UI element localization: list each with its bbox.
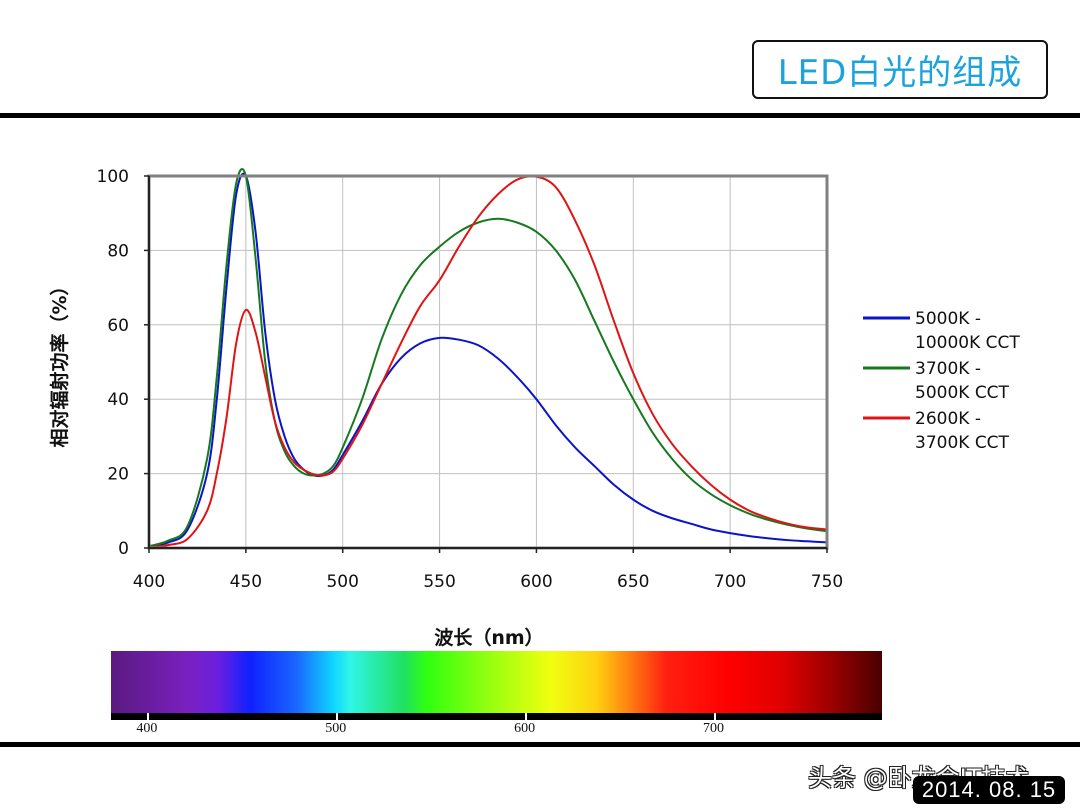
top-divider [0,113,1080,118]
spectrum-tick [335,713,338,720]
chart-series [148,167,828,549]
y-tick-label: 100 [97,167,129,187]
x-tick-label: 650 [617,572,649,592]
series-line-0 [148,172,828,548]
x-axis-title: 波长（nm） [434,626,543,649]
series-line-1 [148,167,828,548]
legend-label-2-line2: 3700K CCT [915,433,1010,453]
legend-label-2: 2600K - [915,409,981,429]
x-tick-label: 550 [423,572,455,592]
y-axis-title: 相对辐射功率（%） [48,276,71,447]
spectrum-tick-label: 600 [514,721,536,736]
legend-label-0: 5000K - [915,309,981,329]
legend-label-1-line2: 5000K CCT [915,383,1010,403]
chart-gridlines [148,175,828,549]
x-tick-label: 700 [714,572,746,592]
plot-frame [147,174,829,550]
x-tick-label: 600 [520,572,552,592]
spectrum-tick [713,713,716,720]
slide-title-box: LED白光的组成 [752,40,1048,99]
spectrum-tick-label: 500 [325,721,347,736]
spectrum-tick [524,713,527,720]
x-tick-label: 450 [230,572,262,592]
y-tick-label: 40 [107,390,129,410]
legend-label-1: 3700K - [915,359,981,379]
legend-label-0-line2: 10000K CCT [915,333,1020,353]
x-tick-label: 400 [133,572,165,592]
spectrum-tick [146,713,149,720]
date-badge: 2014. 08. 15 [913,776,1065,804]
spectral-power-chart: 0 20 40 60 80 100 400 450 500 550 600 650 700 750 相对… [48,167,1020,649]
x-tick-label: 750 [811,572,843,592]
y-tick-label: 0 [118,539,129,559]
spectrum-tick-label: 400 [136,721,158,736]
series-line-2 [148,175,828,549]
chart-axes [144,175,828,553]
x-tick-labels: 400 450 500 550 600 650 700 750 [133,572,843,592]
spectrum-tick-label: 700 [703,721,725,736]
y-tick-label: 20 [107,465,129,485]
spectrum-scale [111,713,882,720]
visible-spectrum-bar [111,651,882,713]
bottom-divider [0,742,1080,747]
slide-title: LED白光的组成 [777,53,1023,93]
y-tick-label: 60 [107,316,129,336]
chart-legend: 5000K - 10000K CCT 3700K - 5000K CCT 2600K -… [863,309,1020,453]
x-tick-label: 500 [326,572,358,592]
y-tick-label: 80 [107,241,129,261]
y-tick-labels: 0 20 40 60 80 100 [97,167,129,559]
